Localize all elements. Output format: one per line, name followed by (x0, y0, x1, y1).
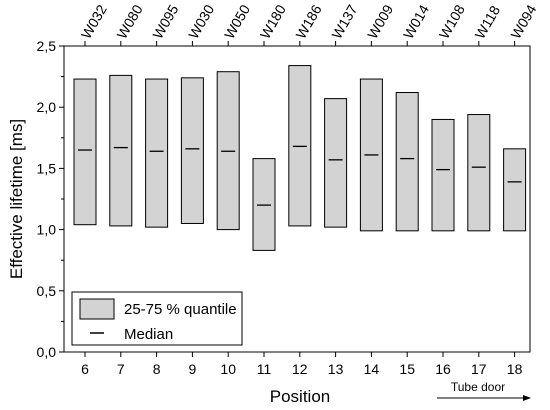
box-7 (109, 74, 133, 227)
x-tick-label: 9 (189, 361, 197, 377)
x-tick-label: 18 (507, 361, 523, 377)
legend-box-label: 25-75 % quantile (124, 301, 237, 318)
y-axis: 0,0 0,5 1,0 1,5 2,0 2,5 (37, 38, 64, 360)
y-tick-label: 2,5 (37, 38, 57, 54)
y-axis-title: Effective lifetime [ms] (7, 119, 26, 279)
y-tick-label: 1,5 (37, 160, 57, 176)
boxes-group (73, 65, 527, 251)
x-tick-label: 6 (81, 361, 89, 377)
x-tick-label: 7 (117, 361, 125, 377)
top-label: W094 (507, 2, 539, 42)
box-18 (503, 148, 527, 232)
x-axis-title: Position (270, 387, 330, 406)
box-9 (180, 77, 204, 224)
box-17 (467, 114, 491, 232)
top-label: W032 (78, 2, 110, 42)
x-tick-label: 17 (471, 361, 487, 377)
y-tick-label: 2,0 (37, 99, 57, 115)
top-label: W080 (114, 2, 146, 42)
top-label: W014 (400, 2, 432, 42)
x-tick-label: 16 (435, 361, 451, 377)
legend-median-label: Median (124, 326, 173, 343)
y-tick-label: 0,5 (37, 283, 57, 299)
box-15 (395, 92, 419, 232)
top-label: W050 (221, 2, 253, 42)
top-label: W186 (293, 2, 325, 42)
x-tick-label: 11 (257, 361, 272, 377)
top-label: W180 (257, 2, 289, 42)
x-axis: 6 7 8 9 10 11 12 13 14 15 16 17 18 (81, 41, 523, 377)
top-label: W030 (185, 2, 217, 42)
x-tick-label: 12 (292, 361, 308, 377)
box-13 (324, 98, 348, 228)
tube-door-arrow (437, 395, 531, 401)
top-label: W009 (364, 2, 396, 42)
x-tick-label: 13 (328, 361, 344, 377)
top-label: W095 (149, 2, 181, 42)
top-label: W108 (436, 2, 468, 42)
y-tick-label: 1,0 (37, 222, 57, 238)
tube-door-label: Tube door (451, 380, 505, 394)
y-tick-label: 0,0 (37, 344, 57, 360)
box-8 (145, 78, 169, 228)
x-tick-label: 8 (153, 361, 161, 377)
top-label: W118 (472, 3, 504, 42)
top-label: W137 (328, 2, 360, 42)
x-tick-label: 14 (364, 361, 380, 377)
box-16 (431, 118, 455, 232)
legend: 25-75 % quantile Median (71, 291, 243, 346)
box-6 (73, 78, 97, 226)
x-tick-label: 15 (399, 361, 415, 377)
x-tick-label: 10 (220, 361, 236, 377)
legend-box-swatch (79, 298, 115, 320)
top-labels: W032 W080 W095 W030 W050 W180 W186 W137 W009 W014… (78, 2, 540, 42)
